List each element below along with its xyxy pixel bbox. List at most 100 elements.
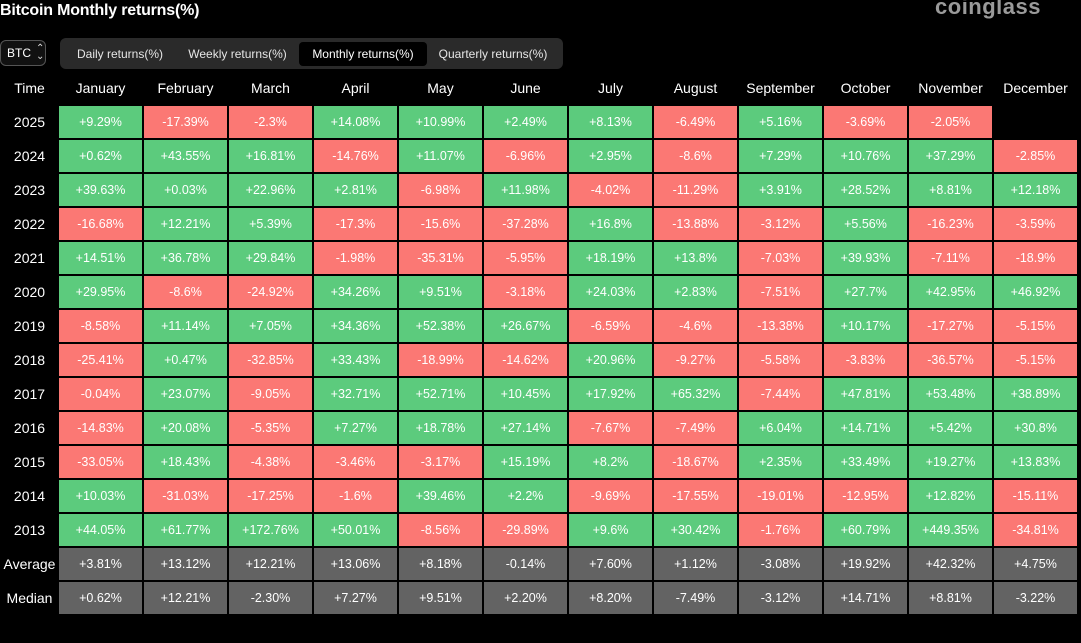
return-cell: +27.7%	[824, 276, 907, 308]
return-cell: +26.67%	[484, 310, 567, 342]
return-cell: +27.14%	[484, 412, 567, 444]
return-cell: -14.83%	[59, 412, 142, 444]
return-cell: -24.92%	[229, 276, 312, 308]
return-cell: +16.8%	[569, 208, 652, 240]
return-cell: +43.55%	[144, 140, 227, 172]
return-cell: -8.6%	[654, 140, 737, 172]
table-row: 2025 +9.29% -17.39% -2.3% +14.08% +10.99% +2.4…	[2, 106, 1077, 138]
column-header-july: July	[598, 80, 623, 96]
return-cell: -15.6%	[399, 208, 482, 240]
return-cell: +16.81%	[229, 140, 312, 172]
table-row: 2016 -14.83% +20.08% -5.35% +7.27% +18.78% +27…	[2, 412, 1077, 444]
return-cell: +52.38%	[399, 310, 482, 342]
return-cell: +20.08%	[144, 412, 227, 444]
return-cell: +29.95%	[59, 276, 142, 308]
year-label: 2019	[13, 318, 46, 334]
return-cell: -0.04%	[59, 378, 142, 410]
year-label: 2013	[13, 522, 46, 538]
return-cell: -4.02%	[569, 174, 652, 206]
table-row: 2022 -16.68% +12.21% +5.39% -17.3% -15.6% -37.…	[2, 208, 1077, 240]
return-cell: +5.56%	[824, 208, 907, 240]
return-cell: -3.46%	[314, 446, 397, 478]
return-cell: -17.25%	[229, 480, 312, 512]
return-cell: +34.36%	[314, 310, 397, 342]
return-cell: -31.03%	[144, 480, 227, 512]
table-row: 2024 +0.62% +43.55% +16.81% -14.76% +11.07% -6…	[2, 140, 1077, 172]
return-cell: +7.27%	[314, 412, 397, 444]
return-cell: +33.43%	[314, 344, 397, 376]
returns-table: Time January February March April May June July…	[0, 70, 1079, 616]
return-cell: -6.98%	[399, 174, 482, 206]
column-header-april: April	[341, 80, 370, 96]
return-cell: +0.47%	[144, 344, 227, 376]
return-cell: +6.04%	[739, 412, 822, 444]
return-cell: -12.95%	[824, 480, 907, 512]
table-row: 2015 -33.05% +18.43% -4.38% -3.46% -3.17% +15.…	[2, 446, 1077, 478]
summary-row: Median +0.62% +12.21% -2.30% +7.27% +9.51% +2.…	[2, 582, 1077, 614]
column-header-time: Time	[14, 80, 45, 96]
return-cell: -34.81%	[994, 514, 1077, 546]
return-cell: -14.62%	[484, 344, 567, 376]
return-cell: +8.13%	[569, 106, 652, 138]
return-cell: +13.06%	[314, 548, 397, 580]
year-label: 2017	[13, 386, 46, 402]
tab-weekly-returns[interactable]: Weekly returns(%)	[188, 46, 287, 61]
return-cell: +11.07%	[399, 140, 482, 172]
chevron-up-down-icon: ⌃ ⌄	[36, 43, 45, 62]
return-cell: -35.31%	[399, 242, 482, 274]
return-cell: -5.35%	[229, 412, 312, 444]
return-cell: +33.49%	[824, 446, 907, 478]
return-cell: +10.17%	[824, 310, 907, 342]
return-cell: -7.03%	[739, 242, 822, 274]
return-cell: -3.17%	[399, 446, 482, 478]
return-cell: +37.29%	[909, 140, 992, 172]
return-cell: +0.03%	[144, 174, 227, 206]
table-row: 2019 -8.58% +11.14% +7.05% +34.36% +52.38% +26…	[2, 310, 1077, 342]
return-cell: -3.12%	[739, 208, 822, 240]
return-cell: +8.2%	[569, 446, 652, 478]
year-label: 2020	[13, 284, 46, 300]
return-cell: -7.49%	[654, 412, 737, 444]
table-row: 2017 -0.04% +23.07% -9.05% +32.71% +52.71% +10…	[2, 378, 1077, 410]
return-cell: +8.81%	[909, 582, 992, 614]
return-cell: -32.85%	[229, 344, 312, 376]
column-header-september: September	[746, 80, 815, 96]
column-header-august: August	[673, 80, 718, 96]
return-cell: -2.3%	[229, 106, 312, 138]
return-cell: -33.05%	[59, 446, 142, 478]
table-row: 2013 +44.05% +61.77% +172.76% +50.01% -8.56% -…	[2, 514, 1077, 546]
return-cell: +12.21%	[144, 582, 227, 614]
return-cell: +12.21%	[229, 548, 312, 580]
return-cell: +22.96%	[229, 174, 312, 206]
table-row: 2023 +39.63% +0.03% +22.96% +2.81% -6.98% +11.…	[2, 174, 1077, 206]
return-cell: +19.27%	[909, 446, 992, 478]
return-cell: +0.62%	[59, 582, 142, 614]
return-cell: -0.14%	[484, 548, 567, 580]
return-cell: +2.95%	[569, 140, 652, 172]
returns-period-tabs: Daily returns(%) Weekly returns(%) Month…	[60, 38, 563, 69]
tab-quarterly-returns[interactable]: Quarterly returns(%)	[438, 46, 548, 61]
return-cell: +42.32%	[909, 548, 992, 580]
return-cell: +18.78%	[399, 412, 482, 444]
return-cell: +9.51%	[399, 582, 482, 614]
return-cell: +8.81%	[909, 174, 992, 206]
return-cell: +20.96%	[569, 344, 652, 376]
year-label: 2014	[13, 488, 46, 504]
return-cell: +2.35%	[739, 446, 822, 478]
tab-daily-returns[interactable]: Daily returns(%)	[76, 46, 163, 61]
return-cell: -3.69%	[824, 106, 907, 138]
tab-monthly-returns[interactable]: Monthly returns(%)	[299, 41, 427, 66]
return-cell: -5.95%	[484, 242, 567, 274]
return-cell: -1.6%	[314, 480, 397, 512]
coin-select[interactable]: BTC ⌃ ⌄	[0, 40, 46, 66]
return-cell: -4.38%	[229, 446, 312, 478]
return-cell: +36.78%	[144, 242, 227, 274]
table-row: 2014 +10.03% -31.03% -17.25% -1.6% +39.46% +2.…	[2, 480, 1077, 512]
return-cell: -3.08%	[739, 548, 822, 580]
return-cell: +2.83%	[654, 276, 737, 308]
return-cell: +38.89%	[994, 378, 1077, 410]
return-cell: +7.27%	[314, 582, 397, 614]
table-row: 2020 +29.95% -8.6% -24.92% +34.26% +9.51% -3.1…	[2, 276, 1077, 308]
return-cell: +14.51%	[59, 242, 142, 274]
return-cell: +10.45%	[484, 378, 567, 410]
